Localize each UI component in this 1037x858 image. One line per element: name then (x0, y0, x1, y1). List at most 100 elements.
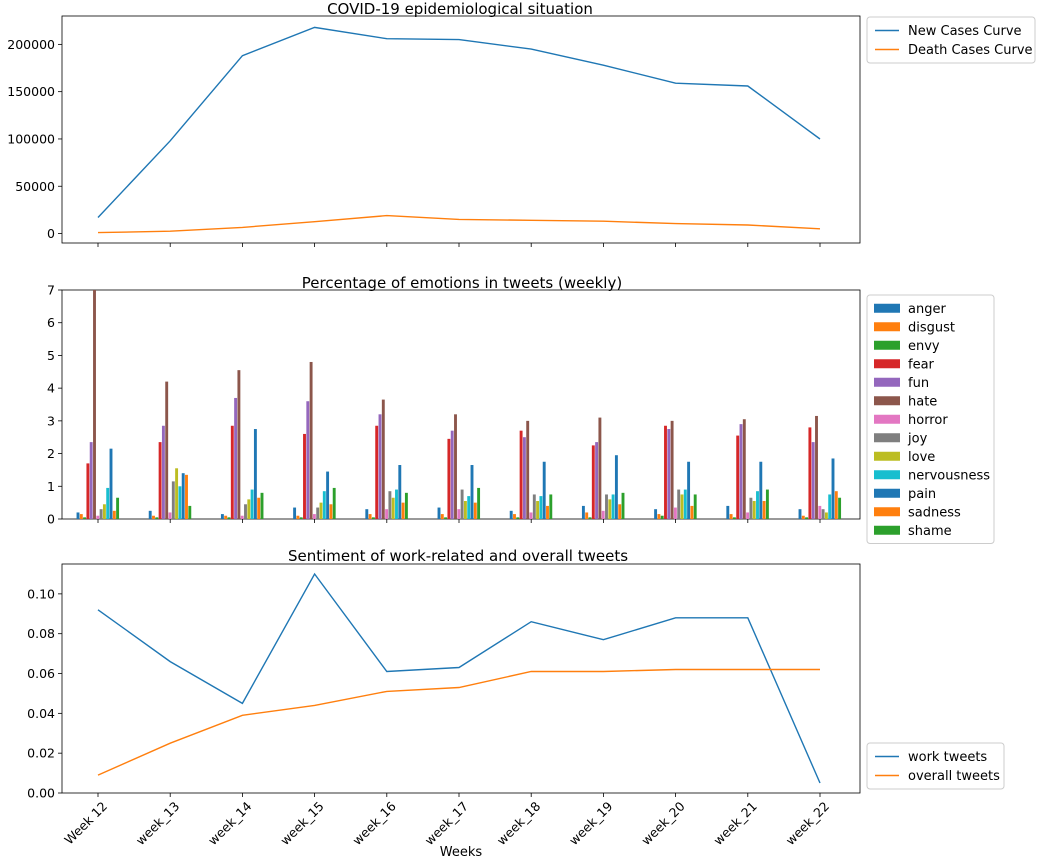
bar-anger (798, 509, 802, 519)
bar-nervousness (178, 486, 182, 519)
x-axis-label: Weeks (440, 845, 483, 858)
legend-swatch-anger (874, 303, 900, 313)
bar-love (391, 497, 395, 519)
bar-nervousness (467, 496, 471, 519)
bar-fear (664, 425, 667, 519)
bar-fun (161, 425, 165, 519)
chart-title: Percentage of emotions in tweets (weekly… (302, 274, 622, 292)
bar-pain (542, 461, 546, 519)
bar-joy (821, 509, 825, 519)
bar-sadness (762, 501, 766, 519)
bar-shame (549, 494, 553, 519)
bar-fear (230, 425, 234, 519)
bar-disgust (224, 515, 228, 519)
legend-swatch-love (874, 451, 900, 461)
bar-nervousness (395, 489, 398, 519)
bar-anger (654, 509, 658, 519)
bar-horror (673, 507, 677, 519)
y-tick-label: 7 (47, 283, 55, 298)
series-line-death-cases-curve (97, 214, 821, 234)
plot-frame (61, 15, 861, 244)
x-tick-label: week_22 (783, 799, 832, 848)
bar-horror (240, 515, 244, 519)
legend-label: New Cases Curve (908, 24, 1022, 39)
bar-fear (86, 463, 90, 519)
y-tick-label: 0 (47, 226, 55, 241)
bar-shame (188, 505, 192, 519)
bar-shame (693, 494, 697, 519)
legend-swatch-envy (874, 340, 900, 350)
legend-label: nervousness (908, 468, 990, 483)
series-line-overall-tweets (97, 668, 820, 776)
x-tick-label: week_13 (133, 799, 182, 848)
bar-fun (595, 442, 599, 519)
bar-nervousness (106, 487, 110, 519)
bar-nervousness (250, 489, 254, 519)
bar-love (752, 501, 756, 519)
x-tick-label: week_18 (494, 798, 544, 848)
bar-love (102, 504, 106, 519)
bar-disgust (513, 514, 516, 519)
bar-pain (326, 471, 330, 519)
x-tick-label: week_21 (710, 799, 759, 848)
bar-sadness (112, 510, 116, 519)
bar-fun (667, 429, 671, 519)
bar-horror (168, 512, 172, 519)
legend-swatch-pain (874, 488, 900, 498)
bar-shame (332, 487, 336, 519)
bar-joy (460, 489, 464, 519)
bar-anger (581, 505, 585, 519)
x-tick-label: week_17 (422, 799, 471, 848)
bar-sadness (329, 504, 333, 519)
legend-label: anger (908, 302, 946, 317)
bar-hate (93, 290, 96, 519)
bar-joy (749, 497, 753, 519)
bar-disgust (368, 514, 372, 519)
bar-envy (732, 517, 736, 519)
bar-fun (522, 437, 526, 519)
bar-sadness (834, 491, 838, 519)
chart-title: Sentiment of work-related and overall tw… (288, 547, 628, 565)
bar-joy (316, 507, 320, 519)
bar-anger (509, 510, 513, 519)
bar-fear (591, 445, 595, 519)
bar-joy (605, 494, 608, 519)
bar-anger (220, 514, 224, 519)
bar-sadness (473, 502, 477, 519)
legend-label: fear (908, 357, 935, 372)
legend-swatch-nervousness (874, 470, 900, 480)
legend-swatch-sadness (874, 507, 900, 517)
bar-joy (171, 481, 175, 519)
bar-joy (388, 491, 392, 519)
series-line-work-tweets (97, 572, 821, 784)
bar-fear (447, 438, 451, 519)
epidemiological-chart: COVID-19 epidemiological situation 0 5000… (7, 0, 1036, 247)
y-tick-label: 0.08 (27, 626, 55, 641)
bar-nervousness (322, 491, 326, 519)
legend-label: hate (908, 394, 937, 409)
bar-sadness (401, 502, 405, 519)
legend-swatch-fun (874, 377, 900, 387)
bar-shame (765, 489, 769, 519)
bar-love (536, 501, 540, 519)
bar-love (608, 499, 612, 519)
series-line-new-cases-curve (97, 26, 821, 218)
bar-envy (83, 517, 87, 519)
bar-love (463, 501, 467, 519)
legend-swatch-joy (874, 433, 900, 443)
bar-nervousness (828, 494, 832, 519)
bar-pain (470, 465, 474, 519)
bar-hate (237, 370, 241, 519)
bar-pain (831, 458, 835, 519)
bar-fear (736, 435, 740, 519)
bar-sadness (618, 504, 622, 519)
bar-disgust (152, 515, 155, 519)
bar-fun (306, 401, 310, 519)
bar-disgust (585, 512, 589, 519)
legend-swatch-hate (874, 396, 900, 406)
legend-label: horror (908, 413, 948, 428)
bar-shame (838, 497, 842, 519)
x-tick-label: week_19 (566, 798, 616, 848)
bar-fun (89, 442, 93, 519)
legend-label: joy (907, 431, 928, 446)
